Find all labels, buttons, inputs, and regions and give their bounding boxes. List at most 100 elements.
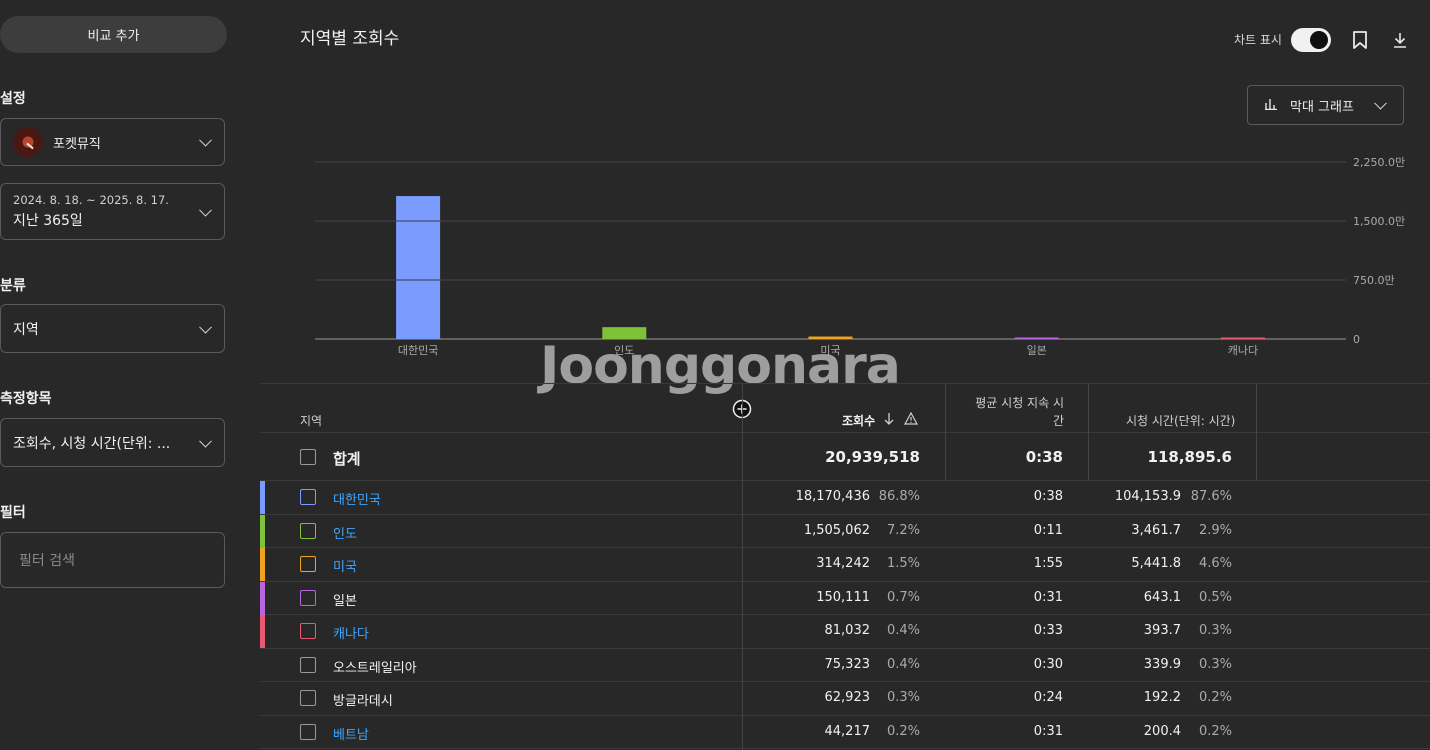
table-row[interactable]: 방글라데시 62,923 0.3% 0:24 192.2 0.2% <box>260 682 1430 716</box>
header-watch-time[interactable]: 시청 시간(단위: 시간) <box>1126 414 1236 428</box>
region-name: 오스트레일리아 <box>333 660 417 676</box>
settings-heading: 설정 <box>0 91 26 107</box>
date-range-selector[interactable]: 2024. 8. 18. ~ 2025. 8. 17. 지난 365일 <box>0 183 225 240</box>
chart-type-selector[interactable]: 막대 그래프 <box>1247 85 1404 125</box>
table-row[interactable]: 인도 1,505,062 7.2% 0:11 3,461.7 2.9% <box>260 514 1430 548</box>
views-percent: 1.5% <box>886 556 920 571</box>
watch-time-percent: 4.6% <box>1198 556 1232 571</box>
metrics-selector[interactable]: 조회수, 시청 시간(단위: ... <box>0 418 225 467</box>
table-row[interactable]: 대한민국 18,170,436 86.8% 0:38 104,153.9 87.6% <box>260 481 1430 515</box>
column-divider <box>945 383 946 481</box>
checkbox[interactable] <box>300 556 316 572</box>
table-row[interactable]: 오스트레일리아 75,323 0.4% 0:30 339.9 0.3% <box>260 649 1430 682</box>
views-percent: 86.8% <box>878 489 920 504</box>
watch-time-value: 5,441.8 <box>1131 556 1181 571</box>
category-selector[interactable]: 지역 <box>0 304 225 353</box>
filter-search-input[interactable]: 필터 검색 <box>0 532 225 588</box>
x-tick-label: 미국 <box>820 344 840 357</box>
bar-2[interactable] <box>808 336 853 339</box>
y-tick-label: 1,500.0만 <box>1353 215 1405 228</box>
warning-icon[interactable] <box>903 411 919 428</box>
chevron-down-icon <box>199 320 212 334</box>
chevron-down-icon <box>199 203 212 217</box>
chevron-down-icon <box>199 133 212 147</box>
column-divider <box>1256 383 1257 481</box>
region-name[interactable]: 대한민국 <box>333 493 381 508</box>
y-tick-label: 750.0만 <box>1353 274 1395 287</box>
checkbox[interactable] <box>300 623 316 639</box>
date-preset-text: 지난 365일 <box>13 213 83 229</box>
views-value: 18,170,436 <box>795 489 870 504</box>
watch-time-percent: 0.5% <box>1198 589 1232 605</box>
channel-selector[interactable]: 포켓뮤직 <box>0 118 225 166</box>
bar-0[interactable] <box>396 196 441 339</box>
column-divider <box>742 383 743 750</box>
avg-duration-value: 0:31 <box>1033 723 1063 739</box>
category-heading: 분류 <box>0 278 26 294</box>
views-value: 1,505,062 <box>803 522 870 538</box>
region-name: 방글라데시 <box>333 694 393 709</box>
watch-time-value: 3,461.7 <box>1131 522 1181 538</box>
views-value: 44,217 <box>824 723 871 739</box>
header-views[interactable]: 조회수 <box>842 414 876 428</box>
bookmark-icon[interactable] <box>1351 30 1369 54</box>
row-color-indicator <box>260 481 265 514</box>
total-watch: 118,895.6 <box>1147 448 1232 466</box>
views-percent: 7.2% <box>886 522 920 538</box>
views-percent: 0.4% <box>886 656 920 672</box>
watch-time-percent: 0.3% <box>1198 623 1232 638</box>
table-row-total: 합계 20,939,518 0:38 118,895.6 <box>260 433 1430 481</box>
avg-duration-value: 0:30 <box>1033 656 1063 672</box>
checkbox[interactable] <box>300 522 316 539</box>
avg-duration-value: 0:31 <box>1033 589 1063 605</box>
checkbox[interactable] <box>300 656 316 673</box>
table-row[interactable]: 캐나다 81,032 0.4% 0:33 393.7 0.3% <box>260 615 1430 649</box>
checkbox[interactable] <box>300 690 316 706</box>
watch-time-percent: 0.3% <box>1198 656 1232 672</box>
region-name[interactable]: 인도 <box>333 526 357 542</box>
table-row[interactable]: 일본 150,111 0.7% 0:31 643.1 0.5% <box>260 581 1430 615</box>
checkbox[interactable] <box>300 449 316 465</box>
y-tick-label: 2,250.0만 <box>1353 156 1405 169</box>
channel-avatar <box>13 127 43 157</box>
bar-chart-icon <box>1264 96 1278 114</box>
bar-4[interactable] <box>1220 337 1265 340</box>
bar-1[interactable] <box>602 327 647 339</box>
date-range-text: 2024. 8. 18. ~ 2025. 8. 17. <box>13 193 169 207</box>
views-percent: 0.7% <box>886 589 920 605</box>
checkbox[interactable] <box>300 489 316 505</box>
table-row[interactable]: 베트남 44,217 0.2% 0:31 200.4 0.2% <box>260 716 1430 749</box>
row-color-indicator <box>260 514 265 548</box>
region-name[interactable]: 캐나다 <box>333 627 369 642</box>
watch-time-value: 393.7 <box>1143 623 1181 638</box>
download-icon[interactable] <box>1391 30 1409 54</box>
avg-duration-value: 0:33 <box>1033 623 1063 638</box>
bar-3[interactable] <box>1014 337 1059 340</box>
row-color-indicator <box>260 581 265 615</box>
checkbox[interactable] <box>300 723 316 740</box>
channel-name: 포켓뮤직 <box>53 136 101 152</box>
total-views: 20,939,518 <box>825 448 920 466</box>
watch-time-value: 104,153.9 <box>1114 489 1181 504</box>
views-percent: 0.3% <box>886 690 920 705</box>
region-name[interactable]: 미국 <box>333 560 357 575</box>
checkbox[interactable] <box>300 589 316 606</box>
watch-time-value: 192.2 <box>1143 690 1181 705</box>
sort-down-icon[interactable] <box>883 412 895 429</box>
table-row[interactable]: 미국 314,242 1.5% 1:55 5,441.8 4.6% <box>260 548 1430 582</box>
views-value: 150,111 <box>816 589 870 605</box>
region-name[interactable]: 베트남 <box>333 727 369 743</box>
chevron-down-icon <box>199 434 212 448</box>
views-value: 75,323 <box>824 656 871 672</box>
metrics-heading: 측정항목 <box>0 391 52 407</box>
views-value: 314,242 <box>816 556 870 571</box>
watch-time-percent: 0.2% <box>1198 690 1232 705</box>
avg-duration-value: 0:38 <box>1033 489 1063 504</box>
add-comparison-button[interactable]: 비교 추가 <box>0 16 227 53</box>
views-value: 81,032 <box>824 623 871 638</box>
header-avg-duration[interactable]: 평균 시청 지속 시간 <box>975 396 1064 428</box>
total-label: 합계 <box>333 450 361 468</box>
chart-toggle-switch[interactable] <box>1291 28 1331 52</box>
avg-duration-value: 1:55 <box>1033 556 1063 571</box>
